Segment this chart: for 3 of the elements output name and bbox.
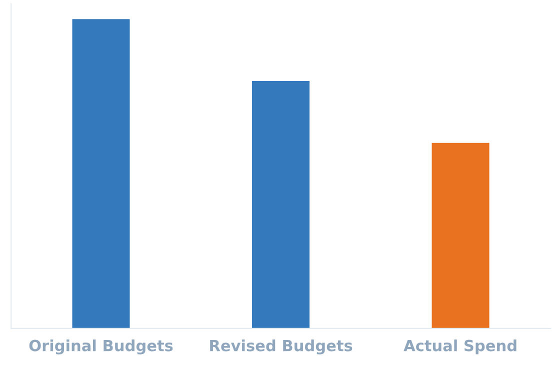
x-tick-label: Original Budgets: [29, 340, 173, 354]
x-tick-label: Actual Spend: [404, 340, 516, 354]
x-tick-label: Revised Budgets: [210, 340, 352, 354]
